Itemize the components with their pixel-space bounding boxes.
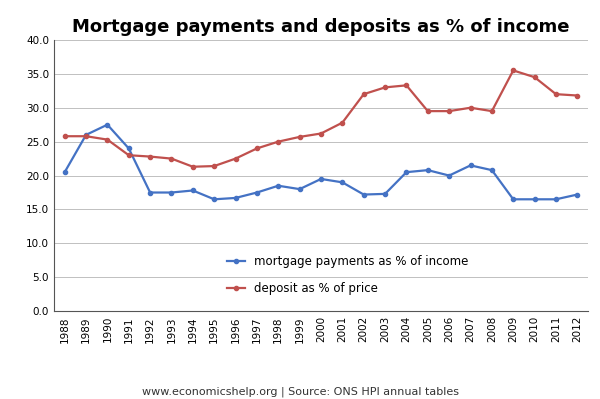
deposit as % of price bbox=[424, 109, 431, 113]
deposit as % of price bbox=[446, 109, 453, 113]
mortgage payments as % of income bbox=[275, 183, 282, 188]
mortgage payments as % of income bbox=[446, 173, 453, 178]
deposit as % of price bbox=[211, 164, 218, 168]
deposit as % of price bbox=[296, 134, 303, 139]
deposit as % of price bbox=[553, 92, 560, 97]
Text: www.economicshelp.org | Source: ONS HPI annual tables: www.economicshelp.org | Source: ONS HPI … bbox=[142, 387, 458, 397]
deposit as % of price bbox=[339, 120, 346, 125]
mortgage payments as % of income bbox=[488, 168, 496, 172]
deposit as % of price bbox=[125, 153, 133, 158]
deposit as % of price bbox=[467, 105, 474, 110]
mortgage payments as % of income bbox=[382, 192, 389, 196]
mortgage payments as % of income bbox=[574, 192, 581, 197]
deposit as % of price bbox=[253, 146, 260, 151]
deposit as % of price bbox=[275, 139, 282, 144]
mortgage payments as % of income bbox=[339, 180, 346, 185]
deposit as % of price bbox=[403, 83, 410, 88]
mortgage payments as % of income bbox=[467, 163, 474, 168]
mortgage payments as % of income bbox=[403, 170, 410, 175]
deposit as % of price bbox=[382, 85, 389, 90]
deposit as % of price bbox=[82, 134, 89, 138]
deposit as % of price bbox=[146, 154, 154, 159]
deposit as % of price bbox=[574, 93, 581, 98]
deposit as % of price bbox=[189, 164, 196, 169]
mortgage payments as % of income bbox=[146, 190, 154, 195]
deposit as % of price bbox=[168, 156, 175, 161]
mortgage payments as % of income bbox=[317, 176, 325, 181]
deposit as % of price bbox=[104, 137, 111, 142]
deposit as % of price bbox=[531, 75, 538, 79]
deposit as % of price bbox=[61, 134, 68, 138]
mortgage payments as % of income bbox=[125, 146, 133, 151]
Title: Mortgage payments and deposits as % of income: Mortgage payments and deposits as % of i… bbox=[72, 18, 570, 36]
mortgage payments as % of income bbox=[168, 190, 175, 195]
mortgage payments as % of income bbox=[104, 122, 111, 127]
mortgage payments as % of income bbox=[296, 187, 303, 192]
mortgage payments as % of income bbox=[531, 197, 538, 202]
mortgage payments as % of income bbox=[232, 196, 239, 200]
deposit as % of price bbox=[509, 68, 517, 73]
mortgage payments as % of income bbox=[424, 168, 431, 172]
Line: mortgage payments as % of income: mortgage payments as % of income bbox=[62, 122, 580, 201]
mortgage payments as % of income bbox=[211, 197, 218, 202]
mortgage payments as % of income bbox=[61, 170, 68, 175]
Legend: mortgage payments as % of income, deposit as % of price: mortgage payments as % of income, deposi… bbox=[222, 250, 473, 300]
deposit as % of price bbox=[317, 131, 325, 136]
mortgage payments as % of income bbox=[553, 197, 560, 202]
deposit as % of price bbox=[232, 156, 239, 161]
mortgage payments as % of income bbox=[82, 132, 89, 137]
deposit as % of price bbox=[360, 92, 367, 97]
mortgage payments as % of income bbox=[509, 197, 517, 202]
mortgage payments as % of income bbox=[253, 190, 260, 195]
deposit as % of price bbox=[488, 109, 496, 113]
mortgage payments as % of income bbox=[189, 188, 196, 193]
mortgage payments as % of income bbox=[360, 192, 367, 197]
Line: deposit as % of price: deposit as % of price bbox=[62, 68, 580, 169]
